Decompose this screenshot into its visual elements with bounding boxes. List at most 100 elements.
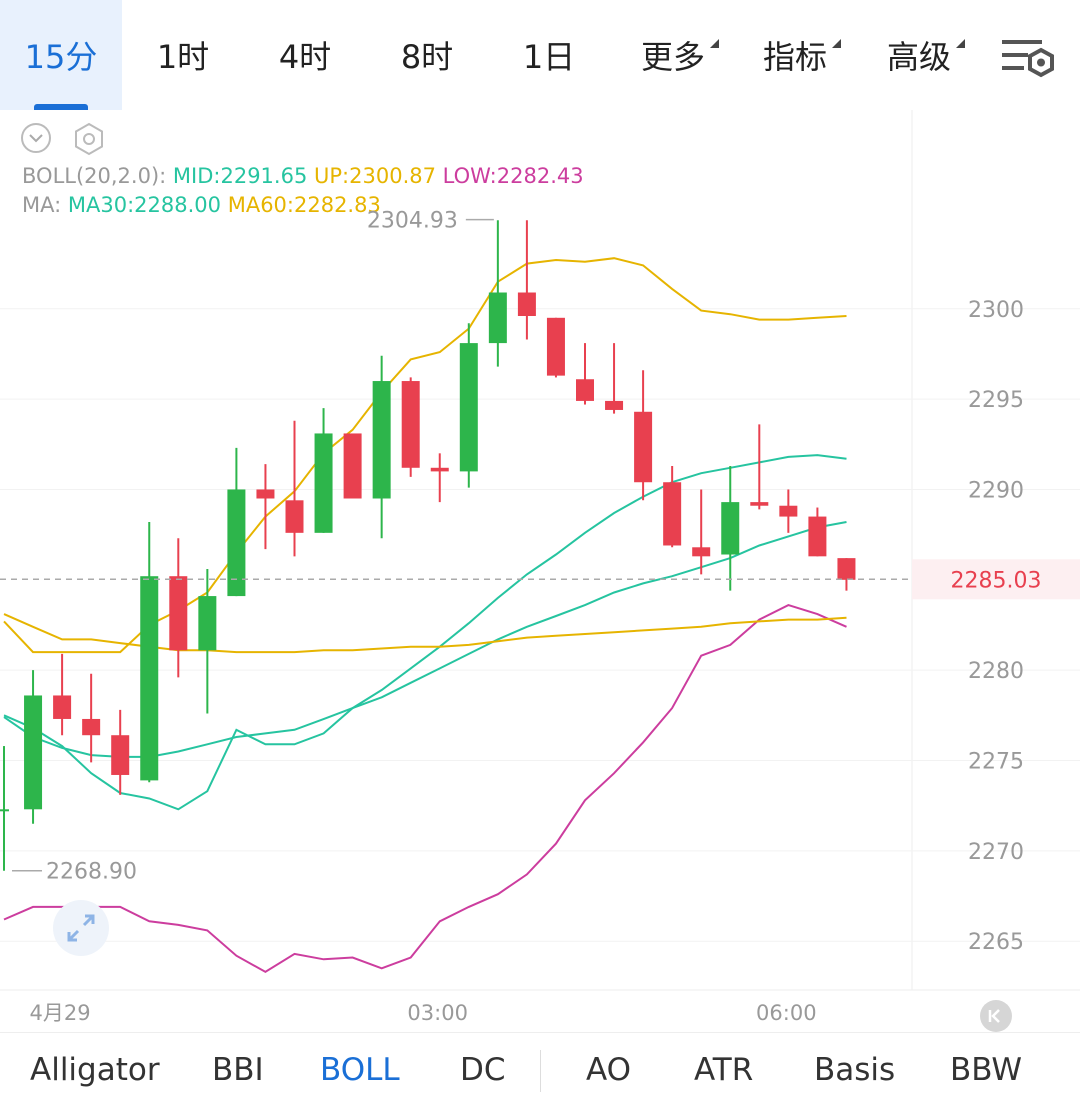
candlestick-chart[interactable]: 2300 2295 2290 2280 2275 2270 2265 4月29 03:00 06…: [0, 110, 1080, 1032]
chart-settings-icon[interactable]: [1000, 36, 1058, 82]
x-tick-label: 4月29: [30, 1001, 91, 1025]
boll-mid-line: [3, 521, 847, 758]
tab-label: 15分: [24, 38, 98, 76]
x-tick-label: 03:00: [407, 1001, 468, 1025]
indicator-label: DC: [460, 1051, 506, 1088]
bullish-candle: [227, 447, 246, 597]
indicator-boll[interactable]: BOLL: [320, 1032, 400, 1107]
indicator-label: ATR: [694, 1051, 754, 1088]
bearish-candle: [285, 420, 304, 557]
y-tick-label: 2270: [968, 840, 1024, 865]
scroll-to-latest-icon[interactable]: [980, 1000, 1012, 1032]
bearish-candle: [663, 465, 682, 548]
bullish-candle: [198, 568, 217, 714]
low-price-label: 2268.90: [46, 860, 137, 885]
boll-up-line: [3, 257, 847, 654]
tab-advanced[interactable]: 高级: [858, 0, 980, 110]
candle-body: [808, 516, 827, 557]
ma30-line: [3, 454, 847, 811]
ma-legend: MA: MA30:2288.00 MA60:2282.83: [22, 193, 381, 217]
bearish-candle: [808, 507, 827, 557]
candle-body: [750, 502, 769, 506]
candle-body: [111, 735, 130, 775]
candle-body: [140, 576, 159, 781]
tab-more[interactable]: 更多: [612, 0, 734, 110]
boll-legend: BOLL(20,2.0): MID:2291.65 UP:2300.87 LOW…: [22, 164, 584, 188]
y-tick-label: 2280: [968, 659, 1024, 684]
indicator-label: Alligator: [30, 1051, 160, 1088]
indicator-label: BBI: [212, 1051, 264, 1088]
tab-label: 指标: [762, 38, 827, 76]
tab-1h[interactable]: 1时: [122, 0, 244, 110]
expand-icon[interactable]: [53, 900, 109, 956]
boll-low-value: LOW:2282.43: [442, 164, 584, 188]
candle-body: [285, 500, 304, 533]
tab-label-wrap: 指标: [762, 32, 841, 78]
candle-body: [546, 317, 565, 376]
bearish-candle: [634, 370, 653, 501]
active-underline: [34, 104, 88, 110]
tab-label: 1日: [522, 38, 576, 76]
bearish-candle: [169, 538, 188, 678]
y-tick-label: 2290: [968, 478, 1024, 503]
tab-8h[interactable]: 8时: [366, 0, 488, 110]
bullish-candle: [488, 220, 507, 367]
candle-body: [459, 343, 478, 472]
tab-4h[interactable]: 4时: [244, 0, 366, 110]
collapse-chevron-icon[interactable]: [20, 122, 52, 154]
boll-low-line: [3, 604, 847, 974]
ma60-line: [3, 613, 847, 654]
ma30-value: MA30:2288.00: [67, 193, 222, 217]
bearish-candle: [546, 317, 565, 378]
indicator-ao[interactable]: AO: [586, 1032, 631, 1107]
candle-body: [401, 381, 420, 468]
y-tick-label: 2300: [968, 298, 1024, 323]
x-tick-label: 06:00: [756, 1001, 817, 1025]
indicator-atr[interactable]: ATR: [694, 1032, 753, 1107]
annotations: 2285.03 2304.93 2268.90: [0, 209, 1080, 885]
candle-body: [372, 381, 391, 499]
bearish-candle: [430, 453, 449, 503]
tab-1d[interactable]: 1日: [488, 0, 610, 110]
candle-body: [430, 467, 449, 472]
grid-lines: [0, 110, 1080, 991]
candle-body: [256, 489, 275, 499]
bearish-candle: [111, 709, 130, 795]
candle-body: [634, 411, 653, 483]
indicator-basis[interactable]: Basis: [814, 1032, 895, 1107]
candle-body: [0, 809, 9, 812]
tab-label: 更多: [640, 38, 705, 76]
candle-body: [576, 379, 594, 401]
candle-body: [692, 547, 711, 557]
high-price-label: 2304.93: [367, 209, 458, 234]
candles: [0, 220, 856, 871]
current-price-badge: [912, 559, 1080, 600]
indicator-bbw[interactable]: BBW: [950, 1032, 1022, 1107]
candle-body: [314, 433, 333, 533]
bearish-candle: [517, 220, 536, 340]
tab-label-wrap: 高级: [887, 32, 965, 78]
candle-body: [721, 502, 740, 555]
bearish-candle: [53, 653, 72, 736]
bearish-candle: [256, 464, 275, 550]
tab-15min[interactable]: 15分: [0, 0, 122, 110]
bullish-candle: [0, 746, 9, 871]
candle-body: [663, 482, 682, 546]
indicator-dc[interactable]: DC: [460, 1032, 506, 1107]
tab-label: 4时: [278, 38, 332, 76]
indicator-bbi[interactable]: BBI: [212, 1032, 264, 1107]
current-price-label: 2285.03: [951, 568, 1042, 593]
tab-indicators[interactable]: 指标: [734, 0, 856, 110]
candle-body: [488, 292, 507, 344]
indicator-alligator[interactable]: Alligator: [30, 1032, 160, 1107]
bullish-candle: [459, 323, 478, 488]
indicator-label: Basis: [814, 1051, 896, 1088]
candle-body: [169, 576, 188, 651]
indicator-label: AO: [586, 1051, 632, 1088]
bullish-candle: [372, 355, 391, 539]
tab-label: 1时: [156, 38, 210, 76]
indicator-settings-icon[interactable]: [72, 122, 106, 156]
y-tick-label: 2275: [968, 750, 1024, 775]
bearish-candle: [82, 673, 101, 763]
x-axis: 4月29 03:00 06:00: [30, 1001, 817, 1025]
